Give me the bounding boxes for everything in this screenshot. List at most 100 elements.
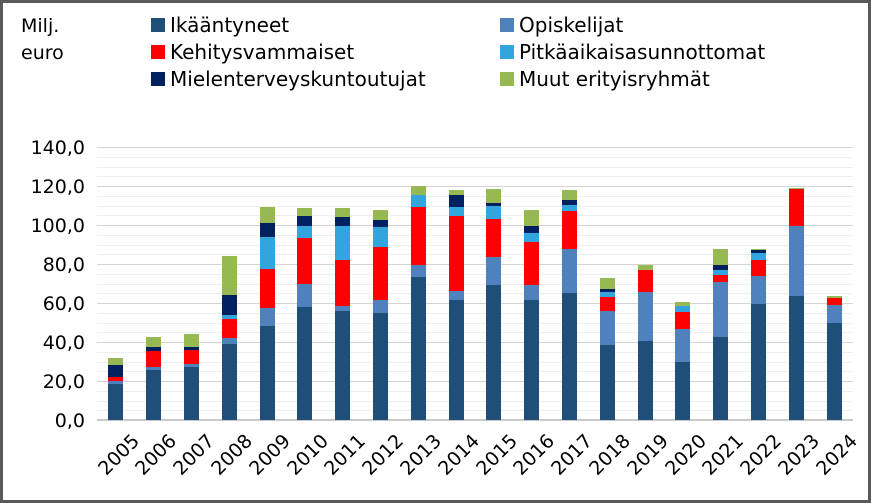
bar-segment-mielenterveyskuntoutujat — [448, 194, 464, 207]
minor-gridline — [97, 410, 853, 412]
bar-segment-mielenterveyskuntoutujat — [751, 250, 766, 254]
bar-segment-opiskelijat — [751, 275, 766, 304]
y-axis-tick-label: 20,0 — [42, 371, 85, 393]
bar-segment-mielenterveyskuntoutujat — [524, 226, 540, 233]
minor-gridline — [97, 332, 853, 334]
bar-segment-muut-erityisryhm-t — [675, 302, 691, 306]
y-axis-tick-label: 60,0 — [42, 293, 85, 315]
bar-segment-mielenterveyskuntoutujat — [259, 223, 275, 237]
bar-segment-kehitysvammaiset — [826, 298, 842, 305]
bar-2016 — [524, 210, 540, 420]
bar-segment-ik-ntyneet — [486, 285, 502, 420]
y-axis-tick-label: 40,0 — [42, 332, 85, 354]
minor-gridline — [97, 215, 853, 217]
bar-segment-kehitysvammaiset — [373, 247, 388, 301]
bar-segment-muut-erityisryhm-t — [259, 206, 275, 224]
bar-2008 — [221, 256, 237, 420]
bar-segment-opiskelijat — [373, 300, 388, 313]
bar-segment-pitk-aikaisasunnottomat — [562, 204, 577, 212]
legend-item-label: Opiskelijat — [519, 12, 624, 37]
legend-item-opiskelijat: Opiskelijat — [500, 13, 765, 37]
bar-segment-opiskelijat — [599, 310, 615, 345]
x-axis-tick-label: 2015 — [471, 430, 522, 480]
y-axis-tick-label: 0,0 — [54, 410, 85, 432]
bar-2014 — [448, 189, 464, 420]
bar-segment-pitk-aikaisasunnottomat — [751, 253, 766, 261]
x-axis-tick-label: 2017 — [547, 430, 598, 480]
bar-segment-kehitysvammaiset — [675, 311, 691, 330]
minor-gridline — [97, 322, 853, 324]
bar-segment-pitk-aikaisasunnottomat — [335, 226, 351, 261]
bar-segment-kehitysvammaiset — [410, 206, 426, 265]
bar-segment-muut-erityisryhm-t — [826, 296, 842, 299]
bar-segment-ik-ntyneet — [373, 312, 388, 420]
bar-2022 — [751, 249, 766, 420]
x-axis-tick-label: 2008 — [207, 430, 257, 480]
bar-2010 — [297, 208, 313, 420]
bar-segment-opiskelijat — [184, 364, 199, 368]
bar-segment-muut-erityisryhm-t — [297, 208, 313, 217]
bar-segment-kehitysvammaiset — [751, 260, 766, 276]
bar-2006 — [146, 337, 162, 420]
x-axis-tick-label: 2013 — [396, 430, 446, 480]
bar-segment-pitk-aikaisasunnottomat — [599, 292, 615, 298]
bar-segment-muut-erityisryhm-t — [335, 208, 351, 218]
bar-segment-kehitysvammaiset — [637, 269, 653, 293]
bar-segment-kehitysvammaiset — [448, 216, 464, 292]
legend-swatch-icon — [151, 71, 165, 86]
bar-segment-pitk-aikaisasunnottomat — [448, 206, 464, 217]
bar-segment-muut-erityisryhm-t — [448, 189, 464, 195]
y-axis-tick-label: 120,0 — [30, 176, 85, 198]
bar-segment-kehitysvammaiset — [221, 318, 237, 339]
x-axis-line — [97, 419, 853, 421]
x-axis-tick-label: 2005 — [93, 430, 144, 480]
x-axis-tick-label: 2022 — [736, 430, 787, 480]
bar-segment-mielenterveyskuntoutujat — [373, 220, 388, 227]
minor-gridline — [97, 156, 853, 158]
minor-gridline — [97, 166, 853, 168]
y-axis-tick-label: 80,0 — [42, 254, 85, 276]
bar-segment-opiskelijat — [486, 257, 502, 286]
bar-segment-muut-erityisryhm-t — [486, 188, 502, 203]
bar-segment-opiskelijat — [562, 249, 577, 294]
bar-segment-opiskelijat — [410, 265, 426, 277]
bar-segment-ik-ntyneet — [448, 300, 464, 420]
bar-segment-muut-erityisryhm-t — [146, 337, 162, 347]
legend-item-label: Ikääntyneet — [170, 12, 290, 37]
bar-segment-ik-ntyneet — [675, 361, 691, 420]
x-axis-tick-label: 2011 — [320, 430, 371, 480]
bar-segment-ik-ntyneet — [751, 303, 766, 420]
legend-item-label: Muut erityisryhmät — [519, 66, 710, 91]
minor-gridline — [97, 371, 853, 373]
bar-segment-ik-ntyneet — [713, 337, 729, 420]
bar-segment-muut-erityisryhm-t — [751, 249, 766, 251]
bar-segment-opiskelijat — [826, 304, 842, 323]
major-gridline — [97, 186, 853, 187]
minor-gridline — [97, 195, 853, 197]
bar-segment-muut-erityisryhm-t — [637, 264, 653, 270]
bar-segment-ik-ntyneet — [221, 343, 237, 420]
y-axis-tick-label: 140,0 — [30, 137, 85, 159]
bar-segment-pitk-aikaisasunnottomat — [297, 226, 313, 238]
y-axis: 0,0 20,0 40,0 60,0 80,0 100,0 120,0 140,0 — [3, 137, 85, 432]
bar-2023 — [788, 187, 804, 420]
legend-item-ik-ntyneet: Ikääntyneet — [151, 13, 500, 37]
bar-segment-muut-erityisryhm-t — [108, 357, 124, 366]
legend-swatch-icon — [151, 17, 165, 32]
bar-segment-mielenterveyskuntoutujat — [297, 216, 313, 226]
bar-segment-ik-ntyneet — [146, 370, 162, 420]
bar-2015 — [486, 188, 502, 420]
x-axis-tick-label: 2024 — [811, 430, 862, 480]
bar-2017 — [562, 189, 577, 420]
bar-segment-pitk-aikaisasunnottomat — [259, 236, 275, 269]
bar-segment-opiskelijat — [788, 226, 804, 297]
minor-gridline — [97, 254, 853, 256]
y-axis-unit-line1: Milj. — [21, 15, 60, 37]
bar-2011 — [335, 208, 351, 420]
minor-gridline — [97, 390, 853, 392]
bar-segment-opiskelijat — [637, 292, 653, 342]
bar-segment-kehitysvammaiset — [146, 350, 162, 368]
y-axis-unit-line2: euro — [21, 41, 64, 64]
legend-swatch-icon — [151, 44, 165, 59]
minor-gridline — [97, 273, 853, 275]
